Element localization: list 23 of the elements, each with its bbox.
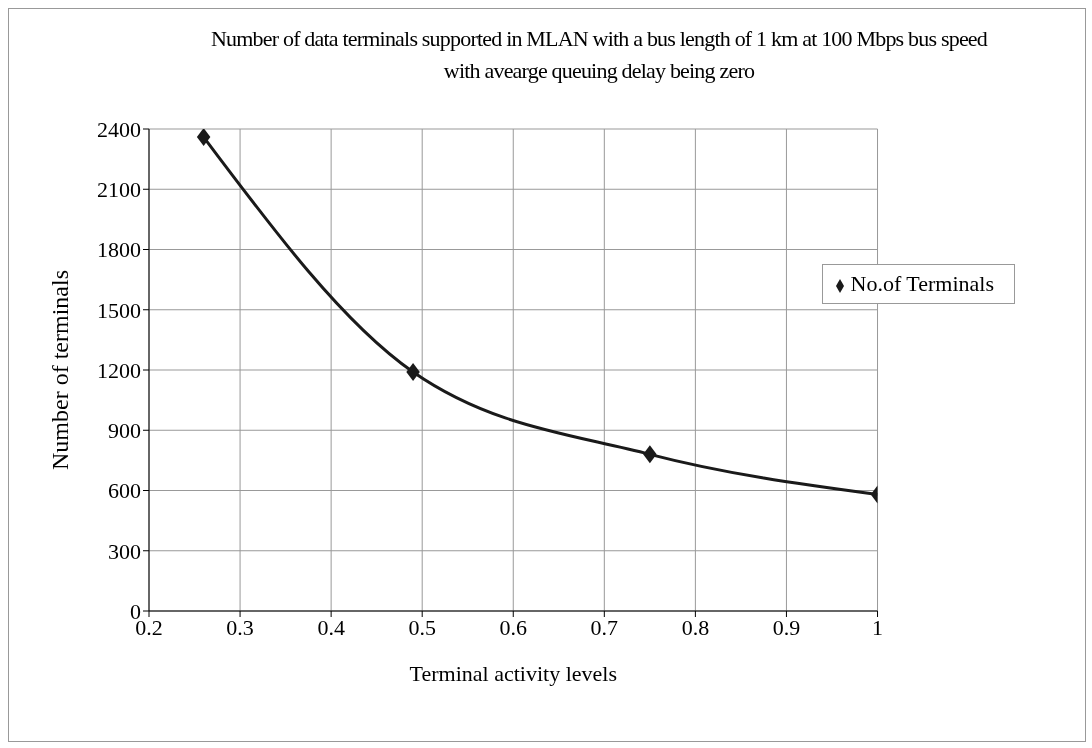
x-tick-label: 0.9 [772, 614, 801, 640]
y-tick-label: 2100 [97, 177, 141, 203]
y-tick-label: 1200 [97, 357, 141, 383]
y-tick-label: 1800 [97, 237, 141, 263]
y-tick-label: 2400 [97, 116, 141, 142]
x-tick-label: 0.8 [681, 614, 710, 640]
y-tick-label: 600 [108, 478, 141, 504]
x-tick-label: 0.7 [590, 614, 619, 640]
y-tick-label: 300 [108, 538, 141, 564]
point [406, 363, 420, 382]
point [196, 129, 211, 147]
x-axis-title: Terminal activity levels [409, 661, 617, 686]
chart-title: Number of data terminals supported in MLAN with a bus length of 1 km at 100 Mbps bus speed with avearge queuing delay being zero [209, 25, 989, 85]
x-tick-label: 1 [872, 614, 884, 640]
y-tick-label: 1500 [97, 297, 141, 323]
x-tick-label: 0.4 [317, 614, 345, 640]
x-tick-label: 0.3 [226, 614, 254, 640]
point [643, 445, 657, 464]
x-tick-label: 0.5 [408, 614, 436, 640]
x-tick-label: 0.6 [499, 614, 528, 640]
legend-label: No.of Terminals [850, 271, 994, 296]
y-tick-label: 900 [108, 418, 141, 444]
y-axis-title: Number of terminals [46, 270, 73, 470]
